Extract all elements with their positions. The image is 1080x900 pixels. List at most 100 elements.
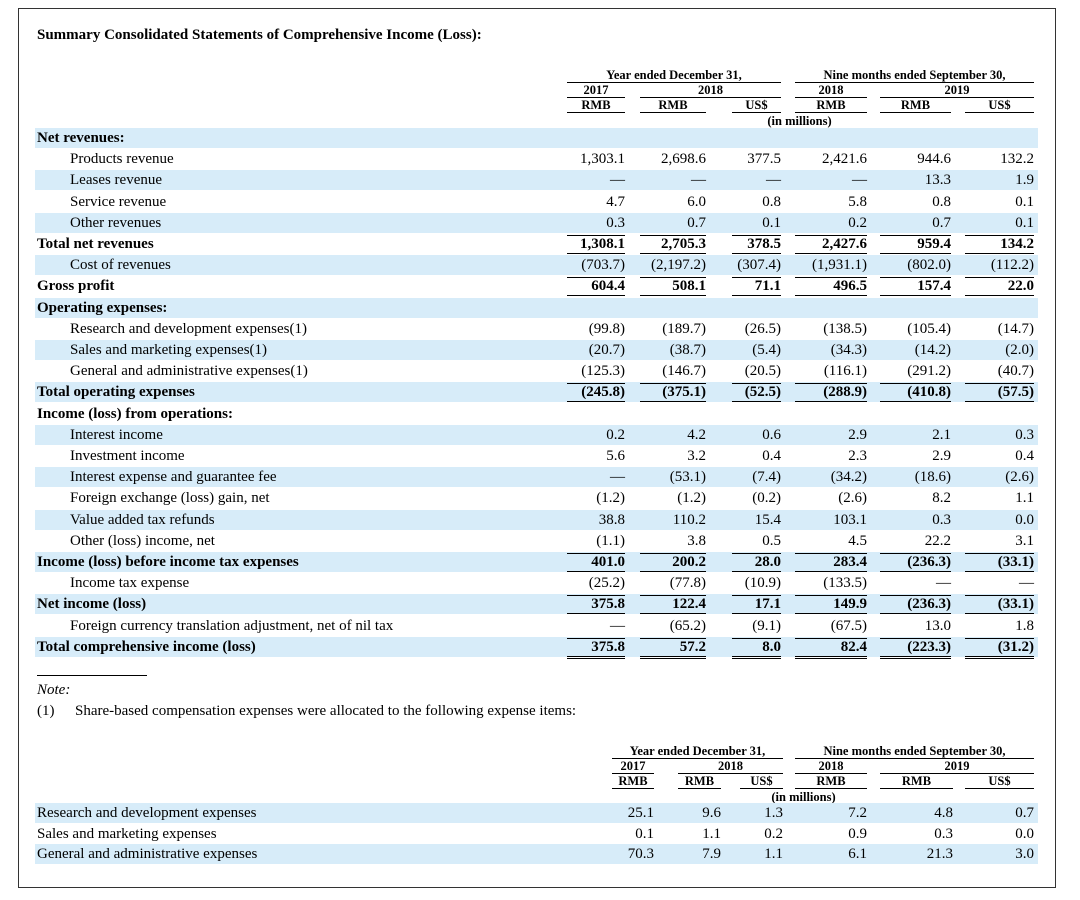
row-background: [35, 424, 1038, 445]
row-label: Value added tax refunds: [70, 511, 215, 528]
row-label: Sales and marketing expenses(1): [70, 342, 268, 358]
cell-value: 22.0: [965, 277, 1034, 297]
cell-value: (189.7): [662, 320, 706, 337]
row-label: General and administrative expenses: [37, 846, 258, 862]
cell-value: —: [852, 172, 867, 189]
cell-value: (14.7): [997, 320, 1034, 337]
cell-value: 122.4: [640, 595, 706, 615]
note-heading: Note:: [37, 682, 71, 698]
cell-value: (77.8): [669, 575, 706, 592]
row-label: Products revenue: [70, 151, 174, 168]
cell-value: 2.9: [932, 448, 951, 464]
cell-value: 0.3: [606, 214, 625, 231]
cell-value: 496.5: [795, 277, 867, 297]
cell-value: 1.1: [764, 846, 783, 862]
cell-value: 0.4: [762, 448, 781, 464]
cell-value: 959.4: [880, 235, 951, 254]
cell-value: 0.7: [687, 214, 706, 231]
cell-value: (34.3): [830, 342, 867, 358]
group-header: Nine months ended September 30,: [795, 68, 1034, 83]
row-background: [35, 340, 1038, 360]
cell-value: (2.0): [1005, 342, 1034, 358]
cell-value: 2,421.6: [822, 151, 867, 168]
year-header: 2019: [880, 759, 1034, 774]
cell-value: (26.5): [744, 320, 781, 337]
cell-value: 944.6: [917, 151, 951, 168]
cell-value: 3.2: [687, 448, 706, 464]
cell-value: 15.4: [754, 511, 781, 528]
frame: [18, 8, 1056, 888]
cell-value: 21.3: [926, 846, 953, 862]
row-label: Interest income: [70, 426, 163, 443]
row-label: Sales and marketing expenses: [37, 825, 217, 842]
cell-value: 377.5: [747, 151, 781, 168]
currency-header: RMB: [880, 774, 953, 789]
cell-value: (307.4): [737, 257, 781, 274]
cell-value: 71.1: [732, 277, 781, 297]
row-background: [35, 844, 1038, 864]
cell-value: (112.2): [990, 257, 1034, 274]
cell-value: (0.2): [752, 490, 781, 507]
row-background: [35, 636, 1038, 657]
cell-value: (125.3): [581, 363, 625, 380]
cell-value: 2.1: [932, 426, 951, 443]
cell-value: (20.5): [744, 363, 781, 380]
cell-value: (38.7): [669, 342, 706, 358]
cell-value: (34.2): [830, 469, 867, 486]
cell-value: 0.1: [1015, 214, 1034, 231]
cell-value: —: [766, 172, 781, 189]
cell-value: 134.2: [965, 235, 1034, 254]
cell-value: 0.2: [606, 426, 625, 443]
cell-value: 25.1: [627, 805, 654, 821]
cell-value: 1.9: [1015, 172, 1034, 189]
cell-value: 7.9: [702, 846, 721, 862]
cell-value: 1.8: [1015, 617, 1034, 634]
cell-value: 6.0: [687, 193, 706, 210]
row-label: Total comprehensive income (loss): [37, 638, 256, 655]
currency-header: RMB: [567, 98, 625, 113]
cell-value: (236.3): [880, 553, 951, 572]
cell-value: 401.0: [567, 553, 625, 572]
row-label: Other revenues: [70, 214, 162, 231]
currency-header: US$: [965, 98, 1034, 113]
unit-label: (in millions): [767, 114, 832, 128]
cell-value: 2,427.6: [795, 235, 867, 254]
cell-value: (99.8): [588, 320, 625, 337]
cell-value: —: [610, 617, 625, 634]
cell-value: 13.3: [924, 172, 951, 189]
cell-value: 0.7: [1015, 805, 1034, 821]
cell-value: (410.8): [880, 383, 951, 403]
cell-value: 70.3: [627, 846, 654, 862]
cell-value: (1,931.1): [812, 257, 867, 274]
cell-value: 0.9: [848, 825, 867, 842]
cell-value: (57.5): [965, 383, 1034, 403]
cell-value: 4.5: [848, 532, 867, 549]
cell-value: (20.7): [588, 342, 625, 358]
row-background: [35, 297, 1038, 318]
cell-value: (52.5): [732, 383, 781, 403]
cell-value: 1,303.1: [580, 151, 625, 168]
cell-value: 28.0: [732, 553, 781, 572]
cell-value: —: [1019, 575, 1034, 592]
year-header: 2018: [678, 759, 783, 774]
cell-value: 3.1: [1015, 532, 1034, 549]
cell-value: (7.4): [752, 469, 781, 486]
cell-value: 4.8: [934, 805, 953, 821]
cell-value: 0.3: [932, 511, 951, 528]
cell-value: (223.3): [880, 637, 951, 659]
cell-value: (1.2): [677, 490, 706, 507]
currency-header: RMB: [795, 774, 867, 789]
row-label: Service revenue: [70, 193, 167, 210]
cell-value: 1,308.1: [567, 235, 625, 254]
row-label: Investment income: [70, 448, 185, 464]
cell-value: 1.3: [764, 805, 783, 821]
unit-label: (in millions): [771, 790, 836, 804]
title: Summary Consolidated Statements of Compr…: [37, 27, 482, 43]
row-background: [35, 467, 1038, 488]
cell-value: (5.4): [752, 342, 781, 358]
cell-value: 283.4: [795, 553, 867, 572]
cell-value: 0.2: [848, 214, 867, 231]
year-header: 2017: [612, 759, 654, 774]
cell-value: 82.4: [795, 637, 867, 659]
row-label: Net income (loss): [37, 596, 147, 613]
